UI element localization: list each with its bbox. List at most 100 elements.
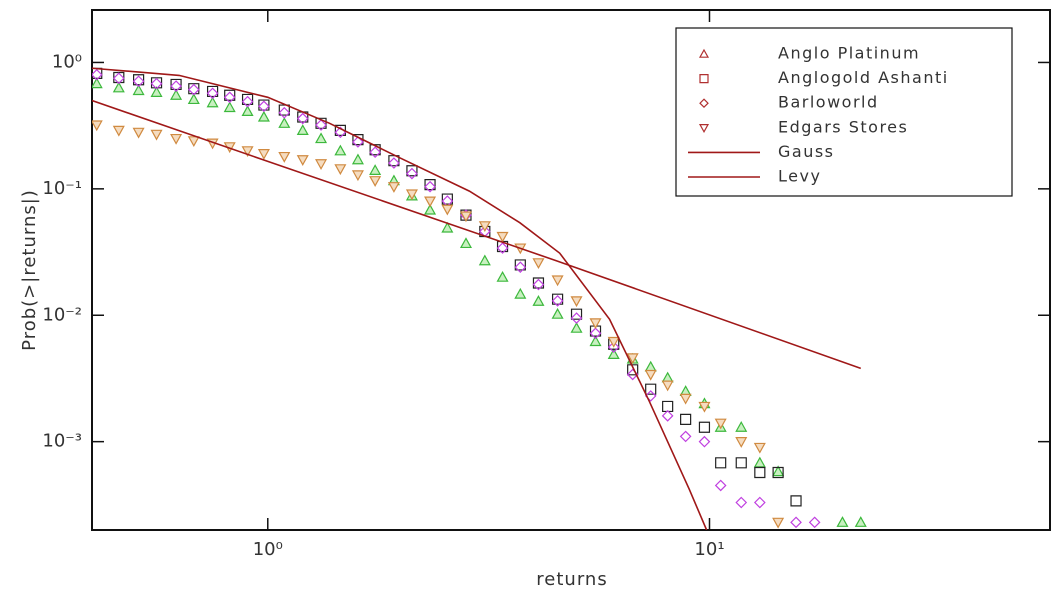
- marker: [424, 180, 436, 193]
- marker: [570, 296, 583, 308]
- marker: [405, 189, 418, 201]
- marker: [257, 110, 270, 122]
- legend-marker: [698, 48, 710, 58]
- marker: [661, 380, 674, 392]
- marker: [351, 170, 364, 182]
- marker: [589, 335, 602, 347]
- marker: [532, 258, 545, 270]
- marker: [459, 237, 473, 249]
- legend-marker: [699, 74, 709, 84]
- marker: [753, 442, 766, 454]
- marker: [735, 496, 748, 509]
- marker: [170, 133, 183, 145]
- marker: [532, 295, 545, 306]
- marker: [754, 466, 766, 479]
- marker: [206, 87, 219, 100]
- marker: [714, 479, 727, 492]
- marker: [441, 221, 454, 233]
- marker: [92, 77, 103, 89]
- marker: [459, 211, 473, 223]
- marker: [679, 393, 692, 405]
- marker: [514, 287, 527, 299]
- marker: [532, 278, 545, 291]
- marker: [296, 112, 309, 125]
- marker: [150, 129, 163, 141]
- legend-box: [675, 27, 1013, 197]
- marker: [607, 348, 620, 360]
- marker: [351, 153, 364, 165]
- marker: [772, 466, 784, 479]
- marker: [112, 125, 125, 137]
- marker: [258, 100, 270, 113]
- marker: [698, 435, 711, 448]
- marker: [132, 127, 145, 139]
- marker: [112, 81, 125, 93]
- marker: [551, 295, 564, 307]
- marker: [661, 410, 674, 422]
- marker: [150, 86, 163, 97]
- marker: [772, 517, 785, 529]
- marker: [735, 437, 748, 448]
- marker: [496, 242, 509, 254]
- marker: [369, 176, 382, 187]
- legend-label: Levy: [778, 167, 821, 186]
- marker: [278, 151, 291, 163]
- marker: [714, 418, 727, 430]
- marker: [278, 106, 291, 119]
- marker: [679, 430, 692, 443]
- marker: [836, 516, 849, 527]
- marker: [441, 204, 454, 216]
- marker: [388, 157, 400, 169]
- marker: [570, 312, 583, 324]
- marker: [315, 159, 328, 170]
- y-tick-label: 10⁻³: [42, 431, 82, 452]
- marker: [352, 136, 364, 148]
- marker: [132, 75, 145, 88]
- legend-label: Anglo Platinum: [778, 44, 920, 63]
- plot-frame: [91, 9, 1051, 531]
- marker: [334, 164, 347, 176]
- marker: [607, 341, 620, 353]
- marker: [334, 144, 347, 156]
- marker: [170, 80, 182, 92]
- marker: [92, 120, 103, 132]
- marker: [241, 95, 254, 108]
- marker: [854, 516, 867, 527]
- y-tick-label: 10⁰: [52, 51, 82, 72]
- y-tick-label: 10⁻¹: [42, 178, 82, 199]
- curve: [92, 67, 708, 530]
- x-axis-label: returns: [536, 569, 607, 590]
- marker: [278, 117, 291, 128]
- legend-label: Anglogold Ashanti: [778, 68, 949, 87]
- marker: [369, 164, 382, 175]
- marker: [257, 149, 270, 160]
- marker: [662, 400, 674, 413]
- marker: [296, 124, 309, 136]
- marker: [661, 371, 674, 383]
- marker: [698, 421, 711, 433]
- marker: [551, 307, 564, 319]
- marker: [715, 457, 727, 469]
- legend-label: Edgars Stores: [778, 117, 908, 136]
- legend-label: Gauss: [778, 142, 835, 161]
- marker: [170, 89, 183, 100]
- marker: [150, 77, 163, 90]
- marker: [206, 96, 219, 108]
- marker: [790, 516, 802, 529]
- marker: [315, 119, 327, 131]
- marker: [753, 456, 766, 468]
- marker: [772, 465, 785, 477]
- marker: [387, 182, 400, 193]
- marker: [315, 132, 328, 144]
- marker: [369, 146, 381, 159]
- marker: [241, 146, 254, 158]
- marker: [607, 336, 620, 348]
- marker: [589, 327, 602, 340]
- marker: [589, 318, 602, 330]
- x-tick-label: 10¹: [694, 539, 724, 560]
- marker: [424, 203, 437, 215]
- marker: [241, 105, 254, 116]
- marker: [406, 167, 418, 180]
- marker: [296, 155, 309, 166]
- marker: [478, 221, 491, 233]
